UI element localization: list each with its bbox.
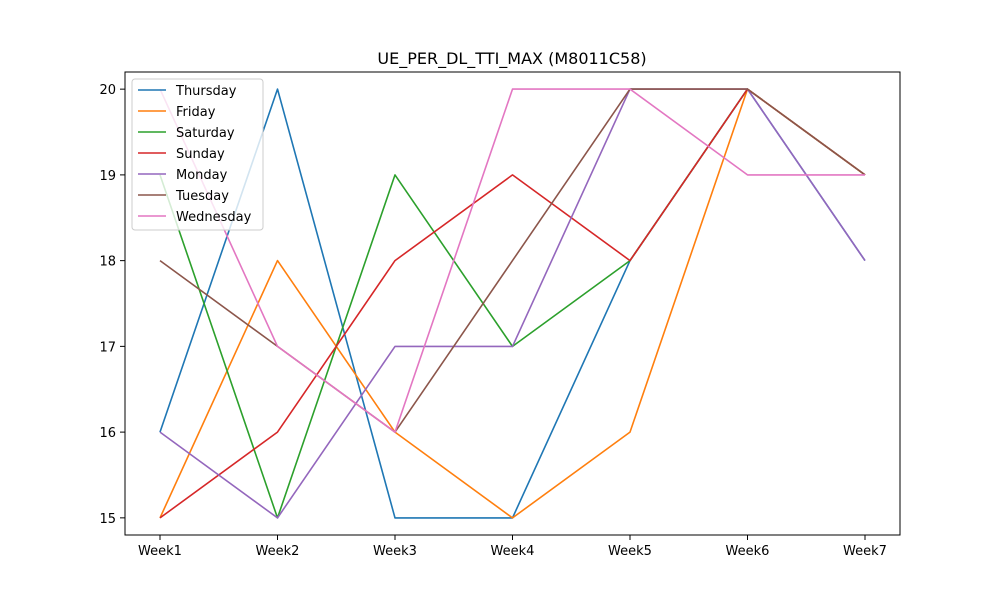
legend-label-wednesday: Wednesday [176,210,252,225]
x-tick-label: Week6 [726,544,770,559]
legend: Thursday Friday Saturday Sunday Monday Tuesda… [131,78,264,231]
series-line-saturday [159,88,866,519]
y-axis: 15 16 17 18 19 20 [99,83,125,527]
x-tick-label: Week4 [491,544,535,559]
series-line-friday [159,88,866,519]
series-line-thursday [159,88,866,519]
legend-label-sunday: Sunday [176,147,225,162]
y-tick-label: 18 [99,255,116,270]
legend-label-thursday: Thursday [175,84,237,99]
x-tick-label: Week3 [373,544,417,559]
y-tick-label: 19 [99,169,116,184]
legend-label-monday: Monday [176,168,228,183]
legend-label-saturday: Saturday [176,126,235,141]
legend-label-friday: Friday [176,105,216,120]
x-axis: Week1 Week2 Week3 Week4 Week5 Week6 Week7 [138,535,887,559]
x-tick-label: Week7 [843,544,887,559]
legend-label-tuesday: Tuesday [175,189,229,204]
x-tick-label: Week1 [138,544,182,559]
series-line-wednesday [159,88,865,433]
series-layer [159,88,866,519]
x-tick-label: Week5 [608,544,652,559]
series-line-tuesday [159,88,866,433]
y-tick-label: 17 [99,340,116,355]
series-line-monday [159,88,866,519]
y-tick-label: 20 [99,83,116,98]
y-tick-label: 16 [99,426,116,441]
x-tick-label: Week2 [256,544,300,559]
series-line-sunday [159,88,866,519]
legend-box [131,78,264,231]
y-tick-label: 15 [99,512,116,527]
chart-title: UE_PER_DL_TTI_MAX (M8011C58) [377,49,646,69]
